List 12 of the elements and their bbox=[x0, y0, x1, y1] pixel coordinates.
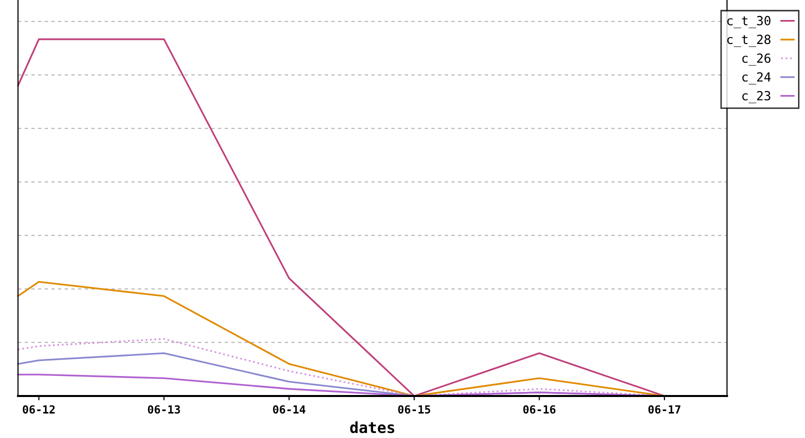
x-tick-label: 06-17 bbox=[648, 405, 680, 414]
x-tick-label: 06-16 bbox=[523, 405, 556, 414]
x-tick-label: 06-12 bbox=[22, 405, 55, 414]
x-tick-label: 06-14 bbox=[273, 405, 306, 414]
x-axis-title: dates bbox=[350, 421, 394, 434]
legend-label: c_24 bbox=[742, 72, 771, 84]
legend-label: c_t_30 bbox=[727, 16, 770, 28]
x-tick-label: 06-15 bbox=[398, 405, 430, 414]
x-tick-label: 06-13 bbox=[148, 405, 180, 414]
legend-label: c_23 bbox=[742, 90, 770, 104]
legend-label: c_t_28 bbox=[727, 34, 770, 47]
legend-label: c_26 bbox=[742, 53, 770, 66]
